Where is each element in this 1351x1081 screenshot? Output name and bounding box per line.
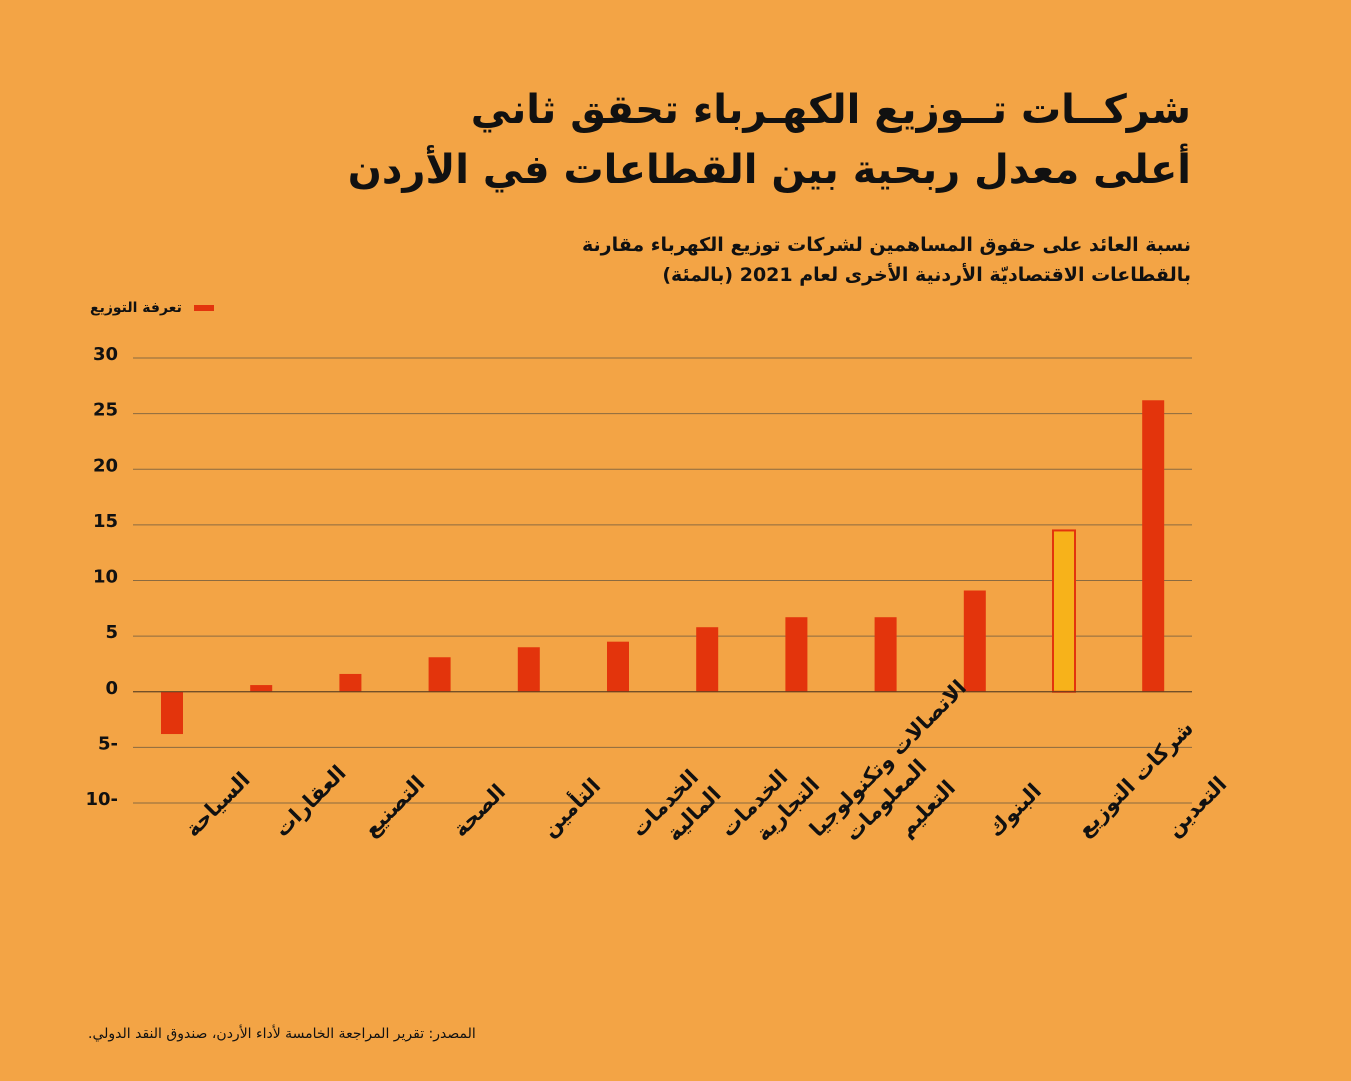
- y-tick-label: 10: [93, 567, 118, 588]
- bar-highlight: [1052, 529, 1076, 693]
- x-tick-label: الصحة: [448, 780, 510, 842]
- x-tick-label: البنوك: [983, 779, 1046, 842]
- x-tick-label-line: التأمين: [535, 772, 605, 842]
- y-tick-label: 10-: [85, 789, 118, 810]
- x-tick-label: الخدماتالتجارية: [716, 753, 824, 861]
- x-tick-label-line: السياحة: [181, 767, 255, 841]
- title-line-1: شركــات تــوزيع الكهـرباء تحقق ثاني: [470, 87, 1191, 133]
- x-tick-label: السياحة: [181, 767, 255, 841]
- x-tick-label: الخدماتالمالية: [627, 762, 726, 861]
- bar: [1142, 400, 1165, 692]
- y-tick-label: 15: [93, 511, 118, 532]
- y-tick-label: 5: [105, 622, 118, 643]
- y-tick-label: 0: [105, 678, 118, 699]
- x-tick-label-line: الصحة: [448, 780, 510, 842]
- bar: [161, 691, 183, 735]
- bar: [517, 647, 540, 692]
- source-note: المصدر: تقرير المراجعة الخامسة لأداء الأ…: [88, 1026, 476, 1042]
- x-tick-label-line: التعدين: [1162, 772, 1232, 842]
- bar: [696, 627, 719, 692]
- x-tick-label-line: التصنيع: [359, 771, 430, 842]
- bar: [963, 590, 986, 692]
- title-line-2: أعلى معدل ربحية بين القطاعات في الأردن: [347, 147, 1191, 193]
- subtitle-line-2: بالقطاعات الاقتصاديّة الأردنية الأخرى لع…: [662, 264, 1191, 286]
- bar: [250, 685, 273, 692]
- x-tick-label: العقارات: [270, 761, 351, 842]
- x-tick-label: التأمين: [535, 772, 605, 842]
- bar: [785, 617, 808, 692]
- x-tick-label-line: العقارات: [270, 761, 351, 842]
- bar: [339, 673, 362, 692]
- legend: تعرفة التوزيع: [90, 300, 214, 316]
- y-tick-label: 20: [93, 455, 118, 476]
- x-tick-label-line: الاتصالات وتكنولوجيا: [805, 675, 971, 841]
- x-tick-label: التصنيع: [359, 771, 430, 842]
- chart-subtitle: نسبة العائد على حقوق المساهمين لشركات تو…: [291, 230, 1191, 290]
- chart-title: شركــات تــوزيع الكهـرباء تحقق ثاني أعلى…: [291, 80, 1191, 200]
- y-tick-label: 25: [93, 400, 118, 421]
- x-tick-label: التعدين: [1162, 772, 1232, 842]
- x-tick-label-line: البنوك: [983, 779, 1046, 842]
- legend-label: تعرفة التوزيع: [90, 300, 182, 316]
- bar: [607, 641, 629, 692]
- bar: [874, 617, 897, 692]
- subtitle-line-1: نسبة العائد على حقوق المساهمين لشركات تو…: [582, 234, 1191, 256]
- y-tick-label: 5-: [98, 733, 118, 754]
- y-tick-label: 30: [93, 344, 118, 365]
- x-tick-label: الاتصالات وتكنولوجياالمعلومات: [805, 675, 991, 861]
- bar: [428, 657, 451, 692]
- legend-swatch: [193, 305, 214, 311]
